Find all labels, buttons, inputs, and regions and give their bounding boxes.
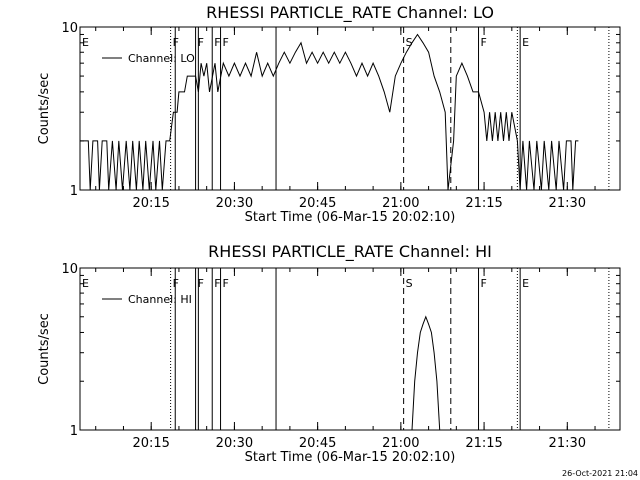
- series-line: [80, 33, 579, 191]
- y-axis-label: Counts/sec: [37, 313, 52, 385]
- footer-timestamp: 26-Oct-2021 21:04: [562, 469, 638, 478]
- event-marker-label: F: [198, 36, 204, 49]
- panel-hi: RHESSI PARTICLE_RATE Channel: HI 1 10 20:15…: [37, 242, 621, 465]
- event-marker-label: F: [214, 36, 220, 49]
- event-marker-label: F: [481, 277, 487, 290]
- x-tick-label: 20:15: [132, 436, 169, 451]
- x-tick-label: 21:00: [382, 196, 419, 211]
- y-tick-label: 1: [70, 184, 78, 199]
- event-marker-label: E: [522, 277, 529, 290]
- x-tick-label: 20:30: [216, 196, 253, 211]
- legend-entry: Channel: LO: [128, 52, 195, 65]
- y-tick-label: 10: [61, 262, 78, 277]
- panel-lo: RHESSI PARTICLE_RATE Channel: LO 1 10 20:15…: [37, 3, 621, 225]
- event-marker-label: F: [173, 36, 179, 49]
- legend-entry: Channel: HI: [128, 293, 192, 306]
- x-tick-label: 21:30: [549, 436, 586, 451]
- x-tick-label: 20:30: [216, 436, 253, 451]
- x-axis-label: Start Time (06-Mar-15 20:02:10): [245, 210, 456, 225]
- x-tick-label: 21:00: [382, 436, 419, 451]
- x-tick-label: 21:15: [465, 436, 502, 451]
- x-axis-label: Start Time (06-Mar-15 20:02:10): [245, 450, 456, 465]
- event-marker-label: F: [223, 36, 229, 49]
- x-tick-label: 20:45: [299, 436, 336, 451]
- x-tick-label: 20:15: [132, 196, 169, 211]
- x-tick-label: 21:15: [465, 196, 502, 211]
- series-line: [411, 315, 441, 431]
- event-marker-label: F: [223, 277, 229, 290]
- y-tick-label: 10: [61, 21, 78, 36]
- event-marker-label: E: [522, 36, 529, 49]
- event-marker-label: S: [406, 277, 413, 290]
- chart-title: RHESSI PARTICLE_RATE Channel: HI: [208, 242, 492, 262]
- event-marker-label: F: [173, 277, 179, 290]
- event-marker-label: F: [481, 36, 487, 49]
- event-marker-label: E: [82, 277, 89, 290]
- y-tick-label: 1: [70, 424, 78, 439]
- chart-title: RHESSI PARTICLE_RATE Channel: LO: [206, 3, 494, 23]
- y-axis-label: Counts/sec: [37, 73, 52, 145]
- x-tick-label: 20:45: [299, 196, 336, 211]
- event-marker-label: E: [82, 36, 89, 49]
- event-marker-label: F: [214, 277, 220, 290]
- event-marker-label: S: [406, 36, 413, 49]
- x-tick-label: 21:30: [549, 196, 586, 211]
- event-marker-label: F: [198, 277, 204, 290]
